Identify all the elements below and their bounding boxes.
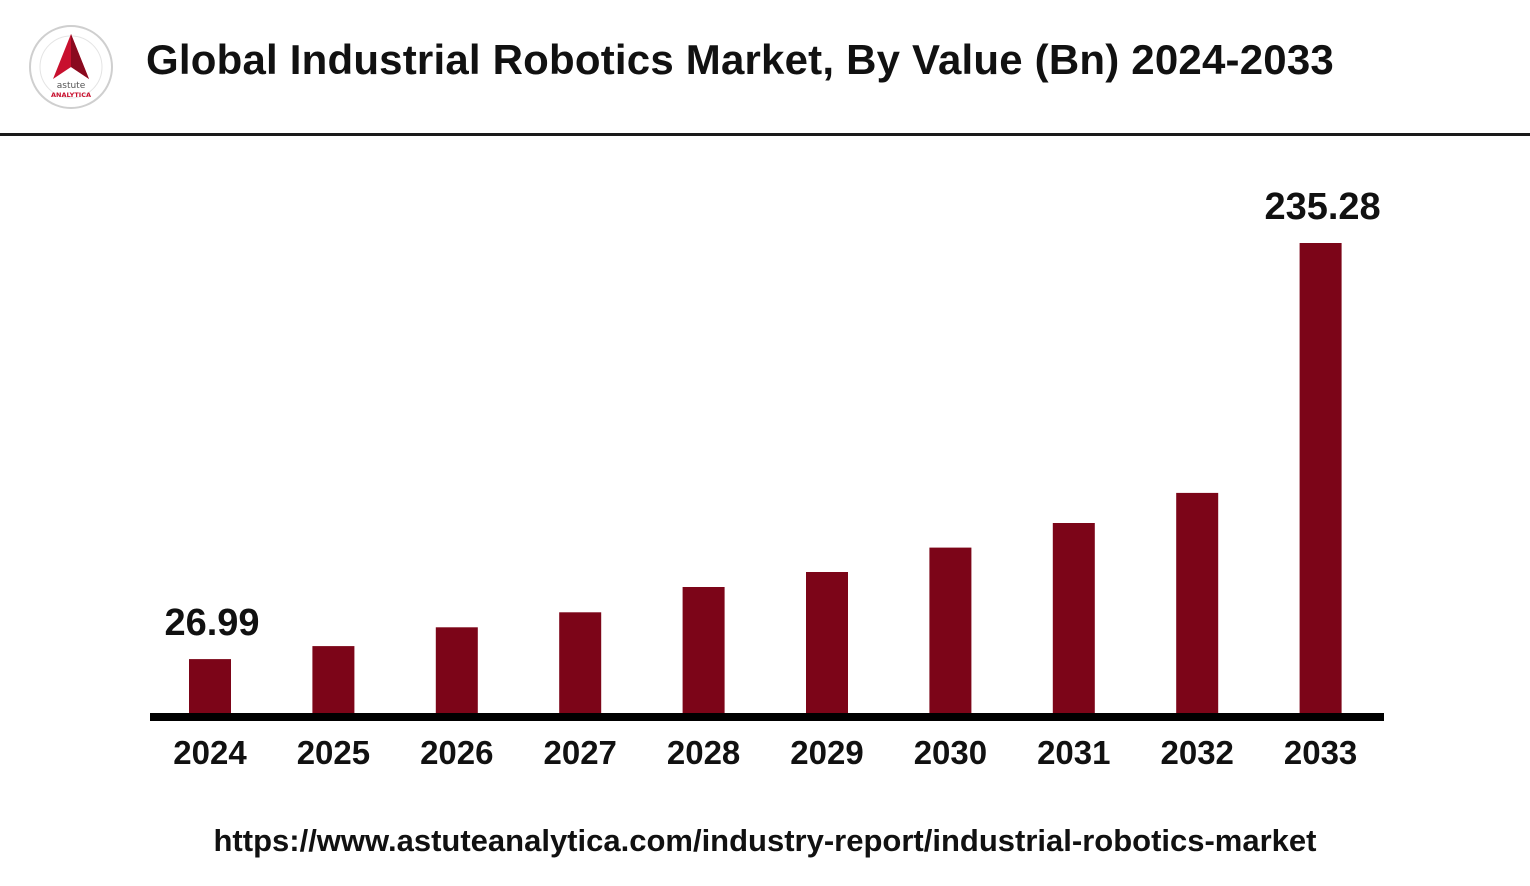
bar-2024 [189,659,231,713]
bar-2031 [1052,523,1095,713]
logo-name-line2: ANALYTICA [51,91,91,99]
chart-title: Global Industrial Robotics Market, By Va… [146,36,1334,83]
x-tick-label-2033: 2033 [1284,734,1357,771]
data-label-2024: 26.99 [164,602,259,644]
bar-2027 [559,612,602,713]
bar-2026 [435,627,478,713]
data-label-2033: 235.28 [1264,186,1380,228]
x-tick-label-2024: 2024 [173,734,247,771]
astute-analytica-logo-icon: astute ANALYTICA [29,25,113,109]
bar-2030 [929,547,972,713]
x-tick-label-2030: 2030 [914,734,987,771]
x-tick-label-2025: 2025 [297,734,370,771]
x-tick-label-2026: 2026 [420,734,493,771]
x-tick-label-2031: 2031 [1037,734,1110,771]
x-tick-label-2029: 2029 [790,734,863,771]
bar-2032 [1176,492,1219,713]
bar-2028 [682,587,725,713]
data-labels-layer: 26.99 235.28 [164,186,1380,644]
chart-header: astute ANALYTICA Global Industrial Robot… [0,0,1530,136]
bar-2029 [806,572,848,713]
bar-2033 [1299,243,1342,713]
bar-2025 [312,646,355,713]
logo-name-line1: astute [57,81,86,91]
x-tick-label-2032: 2032 [1160,734,1233,771]
source-url[interactable]: https://www.astuteanalytica.com/industry… [213,823,1317,858]
x-tick-labels-layer: 2024 2025 2026 2027 2028 2029 2030 2031 2032 2033 [173,734,1357,771]
x-tick-label-2027: 2027 [543,734,616,771]
x-tick-label-2028: 2028 [667,734,740,771]
bars-layer [189,243,1342,713]
